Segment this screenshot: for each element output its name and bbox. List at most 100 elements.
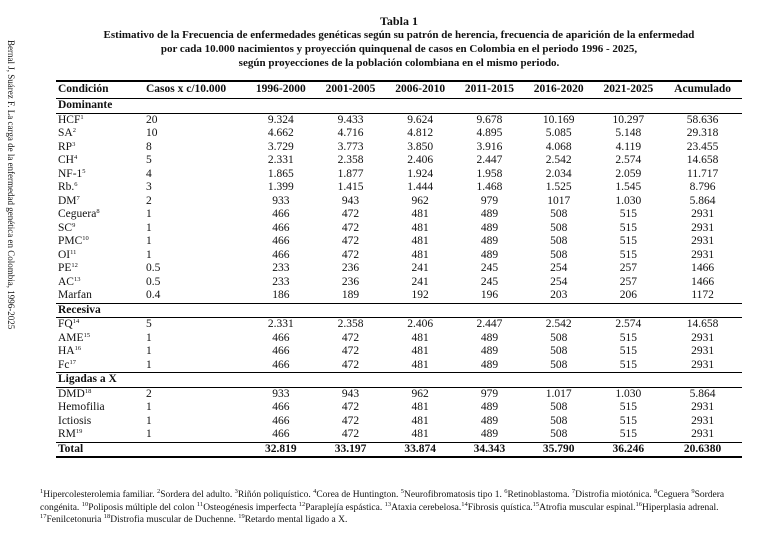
value-cell: 2.447: [476, 318, 503, 330]
value-cell: 4.662: [267, 127, 294, 139]
value-cell: 489: [480, 208, 499, 220]
table-row: Fc17 1 466 472 481 489 508 515 2931: [56, 359, 742, 373]
value-cell: 9.433: [337, 113, 364, 126]
total-value-cell: 34.343: [455, 441, 524, 458]
footnote-ref: 6: [74, 181, 78, 188]
total-value-cell: [138, 441, 246, 458]
value-cell: 1466: [691, 262, 715, 274]
footnote-number: 16: [635, 500, 642, 508]
value-cell: 489: [480, 345, 499, 357]
value-cell: 4.068: [545, 140, 572, 153]
value-cell: 4.895: [476, 127, 503, 139]
condition-name: OI: [58, 248, 71, 261]
condition-name: RP: [58, 140, 73, 153]
table-row: SA2 10 4.662 4.716 4.812 4.895 5.085 5.148 29.31…: [56, 127, 742, 141]
value-cell: 0.5: [146, 262, 161, 274]
footnote-ref: 18: [84, 387, 92, 395]
footnote-number: 14: [461, 500, 468, 508]
value-cell: 1.545: [615, 181, 642, 193]
value-cell: 1: [146, 428, 152, 440]
footnote-ref: 15: [83, 331, 91, 339]
condition-cell: DMD18: [56, 387, 138, 401]
total-row: Total 32.819 33.197 33.874 34.343 35.790 36.24…: [56, 441, 742, 458]
value-cell: 979: [480, 387, 499, 400]
value-cell: 2: [146, 194, 152, 207]
table-row: HA16 1 466 472 481 489 508 515 2931: [56, 345, 742, 359]
footnote-text: Fenilcetonuria: [46, 515, 104, 525]
condition-name: DM: [58, 194, 77, 207]
total-value-cell: 35.790: [523, 441, 594, 458]
condition-name: CH: [58, 154, 74, 166]
footnote-number: 2: [156, 488, 161, 495]
value-cell: 233: [272, 262, 290, 274]
value-cell: 9.324: [267, 113, 294, 126]
condition-cell: OI11: [56, 249, 138, 263]
table-title-line-3: según proyecciones de la población colom…: [238, 57, 560, 69]
value-cell: 508: [550, 401, 568, 413]
footnotes: 1Hipercolesterolemia familiar. 2Sordera …: [40, 488, 752, 527]
value-cell: 1: [146, 248, 152, 261]
condition-cell: NF-15: [56, 168, 138, 182]
value-cell: 3: [146, 181, 152, 193]
value-cell: 489: [480, 235, 499, 247]
value-cell: 245: [480, 262, 499, 274]
value-cell: 508: [550, 248, 568, 261]
value-cell: 472: [341, 414, 360, 427]
condition-name: Ictiosis: [58, 414, 92, 427]
value-cell: 1.924: [407, 167, 434, 180]
value-cell: 9.624: [407, 113, 434, 126]
value-cell: 466: [272, 345, 290, 357]
value-cell: 472: [341, 208, 360, 220]
value-cell: 2931: [691, 358, 715, 371]
value-cell: 4.812: [407, 127, 434, 139]
condition-name: HA: [58, 345, 75, 357]
condition-name: SC: [58, 221, 73, 234]
value-cell: 3.850: [407, 140, 434, 153]
footnote-text: Sordera del adulto.: [160, 490, 235, 500]
value-cell: 489: [480, 221, 499, 234]
table-row: DM7 2 933 943 962 979 1017 1.030 5.864: [56, 195, 742, 209]
value-cell: 11.717: [687, 167, 719, 180]
value-cell: 515: [619, 345, 637, 357]
section-header-row: Dominante: [56, 98, 742, 114]
section-label: Dominante: [56, 98, 742, 114]
section-label: Recesiva: [56, 302, 742, 318]
value-cell: 489: [480, 414, 499, 427]
condition-name: SA: [58, 127, 73, 139]
column-header: 2006-2010: [385, 80, 456, 99]
value-cell: 481: [411, 248, 429, 261]
value-cell: 2.574: [615, 154, 642, 166]
value-cell: 1: [146, 401, 152, 413]
value-cell: 245: [480, 275, 499, 288]
footnote-text: Distrofia muscular de Duchenne.: [110, 515, 239, 525]
value-cell: 943: [341, 194, 360, 207]
condition-name: PE: [58, 262, 72, 274]
value-cell: 472: [341, 235, 360, 247]
footnote-number: 17: [40, 513, 47, 520]
footnote-number: 1: [40, 488, 44, 495]
value-cell: 481: [411, 428, 429, 440]
condition-cell: SC9: [56, 222, 138, 236]
footnote-text: Retinoblastoma.: [507, 490, 572, 500]
value-cell: 2.358: [337, 154, 364, 166]
value-cell: 3.729: [267, 140, 294, 153]
column-header: Casos x c/10.000: [138, 80, 246, 99]
value-cell: 515: [619, 331, 637, 344]
value-cell: 1: [146, 331, 152, 344]
condition-name: Rb.: [58, 181, 75, 193]
value-cell: 2.331: [267, 318, 294, 330]
value-cell: 254: [550, 275, 568, 288]
footnote-text: Riñón poliquístico.: [237, 490, 314, 500]
value-cell: 962: [411, 387, 429, 400]
table-row: AC13 0.5 233 236 241 245 254 257 1466: [56, 276, 742, 290]
footnote-ref: 5: [82, 167, 86, 175]
condition-cell: Fc17: [56, 359, 138, 373]
value-cell: 1466: [691, 275, 715, 288]
value-cell: 10.169: [542, 113, 575, 126]
condition-cell: PMC10: [56, 235, 138, 249]
value-cell: 2931: [691, 345, 715, 357]
condition-cell: Hemofilia: [56, 401, 138, 415]
value-cell: 192: [411, 289, 429, 301]
footnote-ref: 1: [80, 113, 84, 121]
value-cell: 4.716: [337, 127, 364, 139]
